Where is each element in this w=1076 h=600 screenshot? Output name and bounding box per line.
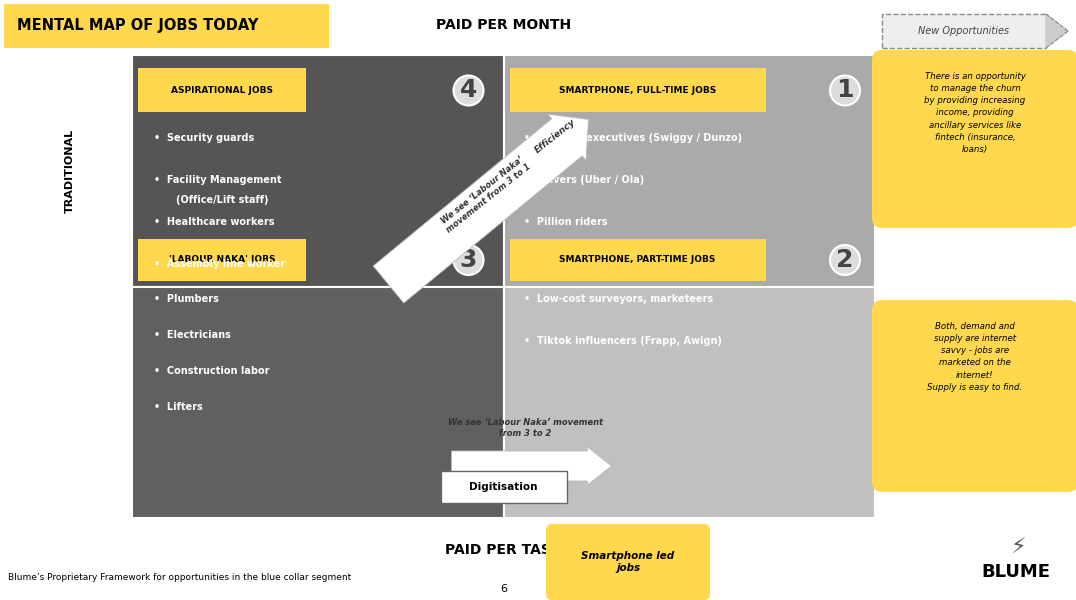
Text: •  Low-cost surveyors, marketeers: • Low-cost surveyors, marketeers [524, 295, 712, 304]
FancyBboxPatch shape [4, 4, 329, 48]
Text: •  Drivers (Uber / Ola): • Drivers (Uber / Ola) [524, 175, 643, 185]
FancyBboxPatch shape [138, 68, 306, 112]
FancyBboxPatch shape [872, 300, 1076, 492]
Text: 1: 1 [836, 79, 853, 103]
Polygon shape [1046, 14, 1068, 48]
Text: •  Electricians: • Electricians [154, 331, 231, 340]
Text: BLUME: BLUME [981, 563, 1050, 581]
Text: (Office/Lift staff): (Office/Lift staff) [176, 195, 269, 205]
Text: There is an opportunity
to manage the churn
by providing increasing
income, prov: There is an opportunity to manage the ch… [924, 72, 1025, 154]
Text: •  Tiktok influencers (Frapp, Awign): • Tiktok influencers (Frapp, Awign) [524, 337, 722, 346]
Text: 4: 4 [459, 79, 477, 103]
Text: Efficiency: Efficiency [534, 118, 578, 155]
FancyBboxPatch shape [138, 239, 306, 280]
FancyBboxPatch shape [504, 55, 875, 286]
Text: TRADITIONAL: TRADITIONAL [65, 128, 75, 213]
Text: PAID PER TASK: PAID PER TASK [445, 543, 562, 557]
FancyBboxPatch shape [504, 286, 875, 518]
Text: •  Plumbers: • Plumbers [154, 295, 218, 304]
Text: Smartphone led
jobs: Smartphone led jobs [581, 551, 675, 573]
Text: •  Pillion riders: • Pillion riders [524, 217, 607, 227]
Text: •  Healthcare workers: • Healthcare workers [154, 217, 274, 227]
FancyArrow shape [452, 447, 611, 485]
Text: •  Delivery executives (Swiggy / Dunzo): • Delivery executives (Swiggy / Dunzo) [524, 133, 741, 143]
FancyArrow shape [373, 114, 589, 303]
Text: •  Assembly line worker: • Assembly line worker [154, 259, 285, 269]
Text: Digitisation: Digitisation [469, 482, 538, 492]
FancyBboxPatch shape [132, 286, 504, 518]
FancyBboxPatch shape [132, 55, 504, 286]
Text: •  Construction labor: • Construction labor [154, 367, 269, 377]
Text: ASPIRATIONAL JOBS: ASPIRATIONAL JOBS [171, 86, 273, 95]
Text: PAID PER MONTH: PAID PER MONTH [436, 18, 571, 32]
FancyBboxPatch shape [872, 50, 1076, 228]
Text: •  Lifters: • Lifters [154, 403, 202, 413]
Text: 6: 6 [500, 584, 507, 594]
Text: •  Security guards: • Security guards [154, 133, 254, 143]
FancyBboxPatch shape [510, 239, 765, 280]
Text: Both, demand and
supply are internet
savvy - jobs are
marketed on the
internet!
: Both, demand and supply are internet sav… [928, 322, 1022, 392]
Text: SMARTPHONE, PART-TIME JOBS: SMARTPHONE, PART-TIME JOBS [560, 256, 716, 265]
FancyBboxPatch shape [546, 524, 710, 600]
Text: Blume’s Proprietary Framework for opportunities in the blue collar segment: Blume’s Proprietary Framework for opport… [8, 574, 351, 583]
Text: MENTAL MAP OF JOBS TODAY: MENTAL MAP OF JOBS TODAY [17, 18, 258, 33]
Text: New Opportunities: New Opportunities [919, 26, 1009, 36]
FancyBboxPatch shape [510, 68, 765, 112]
Text: 2: 2 [836, 248, 853, 272]
Text: NEW JOBS: NEW JOBS [900, 391, 971, 404]
FancyBboxPatch shape [440, 471, 566, 503]
Text: We see ‘Labour Naka’
movement from 3 to 1: We see ‘Labour Naka’ movement from 3 to … [438, 154, 533, 235]
Text: We see ‘Labour Naka’ movement
from 3 to 2: We see ‘Labour Naka’ movement from 3 to … [448, 418, 603, 438]
Text: •  Facility Management: • Facility Management [154, 175, 282, 185]
FancyBboxPatch shape [882, 14, 1046, 48]
Text: ⚡: ⚡ [1010, 538, 1025, 558]
Text: SMARTPHONE, FULL-TIME JOBS: SMARTPHONE, FULL-TIME JOBS [558, 86, 717, 95]
Text: 'LABOUR NAKA' JOBS: 'LABOUR NAKA' JOBS [169, 256, 275, 265]
Text: 3: 3 [459, 248, 477, 272]
